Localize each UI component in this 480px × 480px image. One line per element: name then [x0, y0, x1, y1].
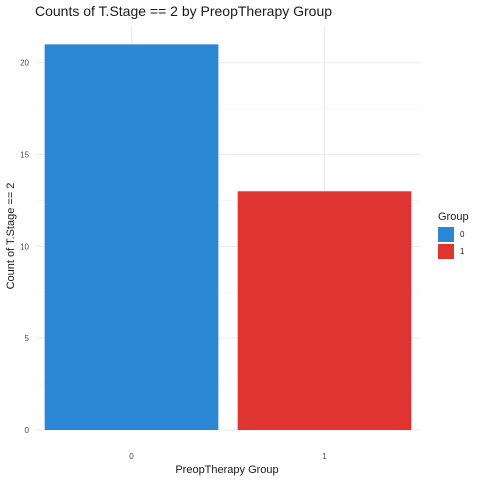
y-tick-label: 5: [25, 334, 30, 343]
y-tick-label: 0: [25, 426, 30, 435]
legend-swatch-1: [438, 244, 454, 259]
legend: Group 01: [438, 211, 469, 259]
legend-swatch-0: [438, 227, 454, 242]
bar-1: [237, 191, 412, 430]
bars: [44, 44, 412, 430]
x-tick-label: 0: [129, 452, 134, 461]
legend-label-0: 0: [460, 230, 465, 239]
legend-entries: 01: [438, 227, 465, 259]
chart-title: Counts of T.Stage == 2 by PreopTherapy G…: [35, 3, 332, 19]
legend-title: Group: [438, 211, 469, 223]
y-axis-title: Count of T.Stage == 2: [5, 183, 17, 290]
y-tick-label: 20: [20, 59, 29, 68]
y-axis-ticks: 0 5 10 15 20: [20, 59, 29, 435]
y-tick-label: 10: [20, 242, 29, 251]
x-tick-label: 1: [322, 452, 327, 461]
bar-0: [44, 44, 219, 430]
x-axis-title: PreopTherapy Group: [175, 464, 278, 476]
legend-label-1: 1: [460, 247, 465, 256]
y-tick-label: 15: [20, 151, 29, 160]
